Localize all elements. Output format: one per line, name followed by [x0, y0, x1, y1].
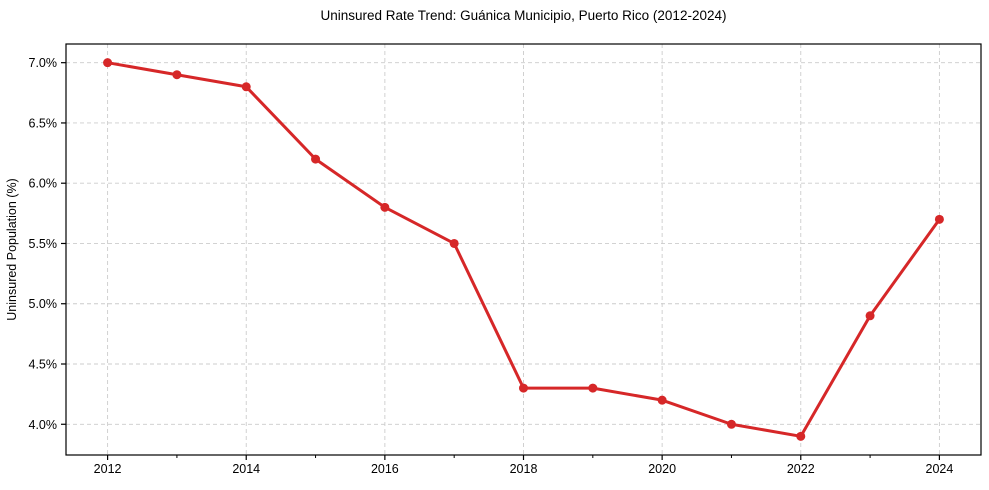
data-point-marker	[796, 431, 806, 441]
x-tick-label: 2016	[371, 462, 399, 476]
data-point-marker	[519, 383, 528, 393]
data-point-marker	[172, 70, 182, 80]
data-point-marker	[449, 238, 459, 248]
y-tick-label: 6.0%	[29, 177, 58, 191]
y-tick-label: 6.5%	[29, 116, 58, 130]
data-point-marker	[103, 58, 113, 68]
x-tick-label: 2018	[510, 462, 538, 476]
y-tick-label: 5.5%	[29, 237, 58, 251]
y-axis-label: Uninsured Population (%)	[5, 178, 19, 320]
data-point-marker	[380, 202, 390, 212]
y-tick-label: 5.0%	[29, 297, 58, 311]
x-tick-label: 2014	[232, 462, 260, 476]
x-tick-label: 2024	[926, 462, 954, 476]
data-point-marker	[934, 214, 944, 224]
x-tick-label: 2020	[648, 462, 676, 476]
data-point-marker	[865, 311, 875, 321]
data-point-marker	[657, 395, 667, 405]
y-tick-label: 7.0%	[29, 56, 58, 70]
plot-area: 2012 2014 2016 2018 2020 2022 2024 4.0% 4.5% 5.0%…	[29, 43, 982, 476]
x-tick-label: 2012	[94, 462, 122, 476]
y-tick-label: 4.0%	[29, 418, 58, 432]
y-tick-label: 4.5%	[29, 358, 58, 372]
chart-title: Uninsured Rate Trend: Guánica Municipio,…	[321, 8, 727, 23]
data-point-marker	[588, 383, 598, 393]
data-point-marker	[241, 82, 251, 92]
data-point-marker	[311, 154, 321, 164]
x-tick-label: 2022	[787, 462, 815, 476]
data-point-marker	[726, 419, 736, 429]
